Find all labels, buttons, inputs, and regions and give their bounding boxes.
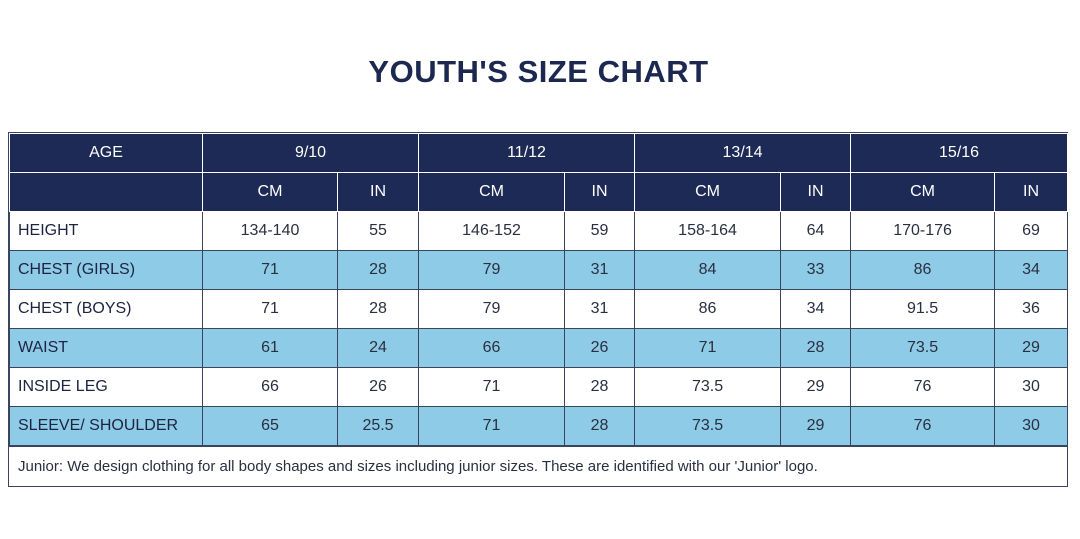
table-row: INSIDE LEG 66 26 71 28 73.5 29 76 30 [9,367,1069,407]
table-cell: 76 [850,367,996,407]
table-row: CHEST (BOYS) 71 28 79 31 86 34 91.5 36 [9,289,1069,329]
table-cell: 29 [994,328,1069,368]
table-cell: 71 [418,367,566,407]
unit-cm: CM [202,172,338,212]
table-cell: 55 [336,211,420,251]
table-cell: 71 [634,328,782,368]
table-cell: 59 [564,211,636,251]
table-row: SLEEVE/ SHOULDER 65 25.5 71 28 73.5 29 7… [9,406,1069,446]
size-table: AGE 9/10 11/12 13/14 15/16 CM IN CM IN C… [9,133,1069,446]
row-label-chest-boys: CHEST (BOYS) [9,289,203,329]
table-cell: 29 [780,406,852,446]
table-cell: 34 [994,250,1069,290]
unit-in: IN [336,172,420,212]
table-cell: 73.5 [850,328,996,368]
table-cell: 33 [780,250,852,290]
table-cell: 71 [202,250,338,290]
unit-in: IN [564,172,636,212]
table-cell: 66 [202,367,338,407]
table-cell: 30 [994,406,1069,446]
row-label-waist: WAIST [9,328,203,368]
row-label-chest-girls: CHEST (GIRLS) [9,250,203,290]
table-cell: 61 [202,328,338,368]
table-cell: 25.5 [336,406,420,446]
unit-header-blank [9,172,203,212]
table-cell: 29 [780,367,852,407]
table-cell: 65 [202,406,338,446]
age-header-row: AGE 9/10 11/12 13/14 15/16 [9,133,1069,173]
table-cell: 71 [418,406,566,446]
table-cell: 69 [994,211,1069,251]
age-col-11-12: 11/12 [418,133,636,173]
unit-cm: CM [850,172,996,212]
table-cell: 28 [564,406,636,446]
table-cell: 73.5 [634,406,782,446]
table-cell: 30 [994,367,1069,407]
table-row: CHEST (GIRLS) 71 28 79 31 84 33 86 34 [9,250,1069,290]
junior-note: Junior: We design clothing for all body … [9,446,1067,486]
table-cell: 71 [202,289,338,329]
table-cell: 170-176 [850,211,996,251]
table-cell: 76 [850,406,996,446]
unit-in: IN [994,172,1069,212]
unit-cm: CM [418,172,566,212]
table-row: HEIGHT 134-140 55 146-152 59 158-164 64 … [9,211,1069,251]
row-label-inside-leg: INSIDE LEG [9,367,203,407]
table-cell: 31 [564,289,636,329]
table-cell: 26 [564,328,636,368]
unit-cm: CM [634,172,782,212]
table-cell: 28 [564,367,636,407]
table-cell: 28 [336,250,420,290]
row-label-sleeve-shoulder: SLEEVE/ SHOULDER [9,406,203,446]
table-cell: 91.5 [850,289,996,329]
unit-in: IN [780,172,852,212]
table-cell: 134-140 [202,211,338,251]
table-cell: 86 [850,250,996,290]
table-cell: 31 [564,250,636,290]
age-col-9-10: 9/10 [201,133,420,173]
table-cell: 28 [336,289,420,329]
table-row: WAIST 61 24 66 26 71 28 73.5 29 [9,328,1069,368]
table-cell: 79 [418,250,566,290]
table-cell: 24 [336,328,420,368]
table-cell: 36 [994,289,1069,329]
table-cell: 146-152 [418,211,566,251]
table-cell: 26 [336,367,420,407]
age-col-15-16: 15/16 [850,133,1069,173]
table-cell: 28 [780,328,852,368]
age-header: AGE [9,133,203,173]
size-chart: AGE 9/10 11/12 13/14 15/16 CM IN CM IN C… [8,132,1069,487]
table-cell: 34 [780,289,852,329]
table-cell: 66 [418,328,566,368]
table-cell: 79 [418,289,566,329]
table-cell: 84 [634,250,782,290]
page-title: YOUTH'S SIZE CHART [368,54,709,89]
table-cell: 86 [634,289,782,329]
table-cell: 73.5 [634,367,782,407]
table-cell: 158-164 [634,211,782,251]
age-col-13-14: 13/14 [634,133,852,173]
row-label-height: HEIGHT [9,211,203,251]
table-cell: 64 [780,211,852,251]
unit-header-row: CM IN CM IN CM IN CM IN [9,172,1069,212]
